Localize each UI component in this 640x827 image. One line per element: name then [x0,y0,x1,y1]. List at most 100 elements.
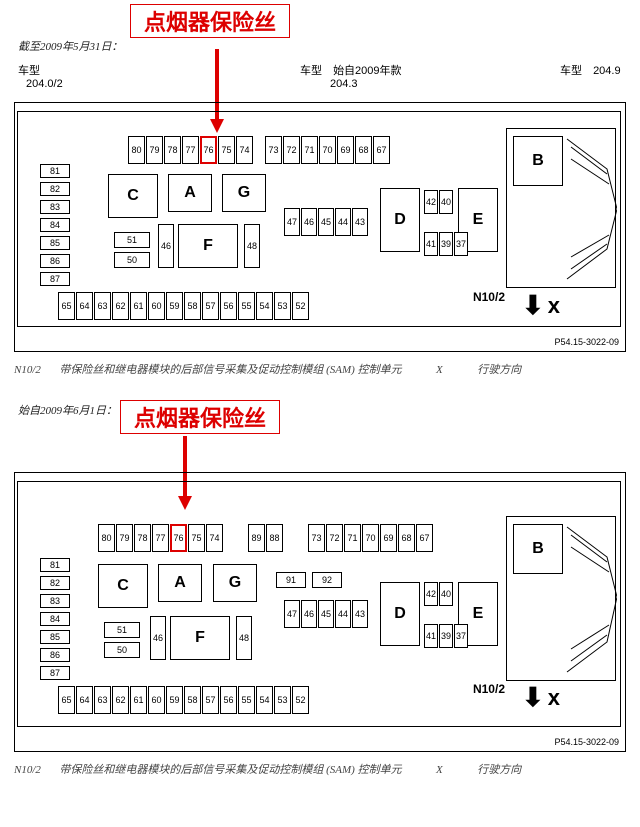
fuse-81b: 81 [40,558,70,572]
fuse-41b: 41 [424,624,438,648]
fuse-69: 69 [337,136,354,164]
fuse-89: 89 [248,524,265,552]
fuse-86: 86 [40,254,70,268]
fuse-60: 60 [148,292,165,320]
fuse-64b: 64 [76,686,93,714]
fuse-91: 91 [276,572,306,588]
d1-dleft: 47 46 45 44 43 [284,208,368,236]
fuse-63b: 63 [94,686,111,714]
fuse-84: 84 [40,218,70,232]
fuse-72: 72 [283,136,300,164]
fuse-73b: 73 [308,524,325,552]
fuse-57b: 57 [202,686,219,714]
caption-dir-1: 行驶方向 [477,364,521,376]
fuse-43b: 43 [352,600,368,628]
relay-D: D [380,188,420,252]
fuse-68b: 68 [398,524,415,552]
fuse-78b: 78 [134,524,151,552]
model-label-4-text: 车型 [560,65,582,77]
caption-x-1: X [436,364,443,376]
fuse-92: 92 [312,572,342,588]
date-mid: 始自2009年6月1日： [18,402,117,418]
fuse-85b: 85 [40,630,70,644]
fuse-70: 70 [319,136,336,164]
fuse-40b: 40 [439,582,453,606]
arrow-down-icon: ⬇ [522,290,544,321]
relay-48: 48 [244,224,260,268]
arrow-x-1: ⬇ x [522,290,560,321]
fuse-84b: 84 [40,612,70,626]
fuse-73: 73 [265,136,282,164]
relay-Ab: A [158,564,202,602]
fuse-55: 55 [238,292,255,320]
fuse-81: 81 [40,164,70,178]
relay-Fb: F [170,616,230,660]
d2-top-left: 80 79 78 77 76 75 74 [98,524,223,552]
d2-bottom-row: 65 64 63 62 61 60 59 58 57 56 55 54 53 5… [58,686,309,714]
connector-shape-icon-2 [507,517,617,682]
model-val-4: 204.9 [593,65,621,77]
fuse-62b: 62 [112,686,129,714]
model-label-2: 车型 始自2009年款 [300,62,402,78]
relay-C: C [108,174,158,218]
arrow-x-label-1: x [548,293,560,319]
date-top: 截至2009年5月31日： [18,38,123,54]
d2-dright1: 42 40 [424,582,453,606]
relay-50: 50 [114,252,150,268]
caption-id-1: N10/2 [14,364,41,376]
relay-Gb: G [213,564,257,602]
fuse-44: 44 [335,208,351,236]
d1-right-block [506,128,616,288]
fuse-76b-highlighted: 76 [170,524,187,552]
label-n102-2: N10/2 [473,682,505,696]
fuse-72b: 72 [326,524,343,552]
fuse-64: 64 [76,292,93,320]
fuse-85: 85 [40,236,70,250]
callout-text-2: 点烟器保险丝 [121,401,279,433]
fuse-45: 45 [318,208,334,236]
fuse-43: 43 [352,208,368,236]
d2-dleft: 47 46 45 44 43 [284,600,368,628]
fuse-74b: 74 [206,524,223,552]
fuse-75b: 75 [188,524,205,552]
d2-top-mid: 89 88 [248,524,283,552]
fuse-60b: 60 [148,686,165,714]
fuse-80b: 80 [98,524,115,552]
diagram-1: 81 82 83 84 85 86 87 80 79 78 77 76 75 7… [14,102,626,352]
relay-Cb: C [98,564,148,608]
model-val-3: 204.3 [330,78,358,90]
fuse-42b: 42 [424,582,438,606]
fuse-57: 57 [202,292,219,320]
relay-G: G [222,174,266,212]
fuse-54b: 54 [256,686,273,714]
relay-50b: 50 [104,642,140,658]
fuse-54: 54 [256,292,273,320]
d2-mid-new: 91 92 [276,572,342,588]
d1-dright1: 42 40 [424,190,453,214]
fuse-46c: 46 [301,600,317,628]
model-label-1-text: 车型 [18,65,40,77]
d1-bottom-row: 65 64 63 62 61 60 59 58 57 56 55 54 53 5… [58,292,309,320]
d1-top-row: 80 79 78 77 76 75 74 73 72 71 70 69 68 6… [128,136,390,164]
model-val-1: 204.0/2 [26,78,63,90]
fuse-87: 87 [40,272,70,286]
d1-dright2: 41 39 37 [424,232,468,256]
fuse-53: 53 [274,292,291,320]
fuse-39: 39 [439,232,453,256]
fuse-75: 75 [218,136,235,164]
fuse-71: 71 [301,136,318,164]
fuse-42: 42 [424,190,438,214]
fuse-69b: 69 [380,524,397,552]
relay-48b: 48 [236,616,252,660]
partno-2: P54.15-3022-09 [554,737,619,747]
fuse-82b: 82 [40,576,70,590]
fuse-79b: 79 [116,524,133,552]
partno-1: P54.15-3022-09 [554,337,619,347]
relay-46b2: 46 [150,616,166,660]
fuse-47b: 47 [284,600,300,628]
callout-label-2: 点烟器保险丝 [120,400,280,434]
fuse-68: 68 [355,136,372,164]
model-val-2: 始自2009年款 [333,65,401,77]
caption-x-2: X [436,764,443,776]
relay-F: F [178,224,238,268]
